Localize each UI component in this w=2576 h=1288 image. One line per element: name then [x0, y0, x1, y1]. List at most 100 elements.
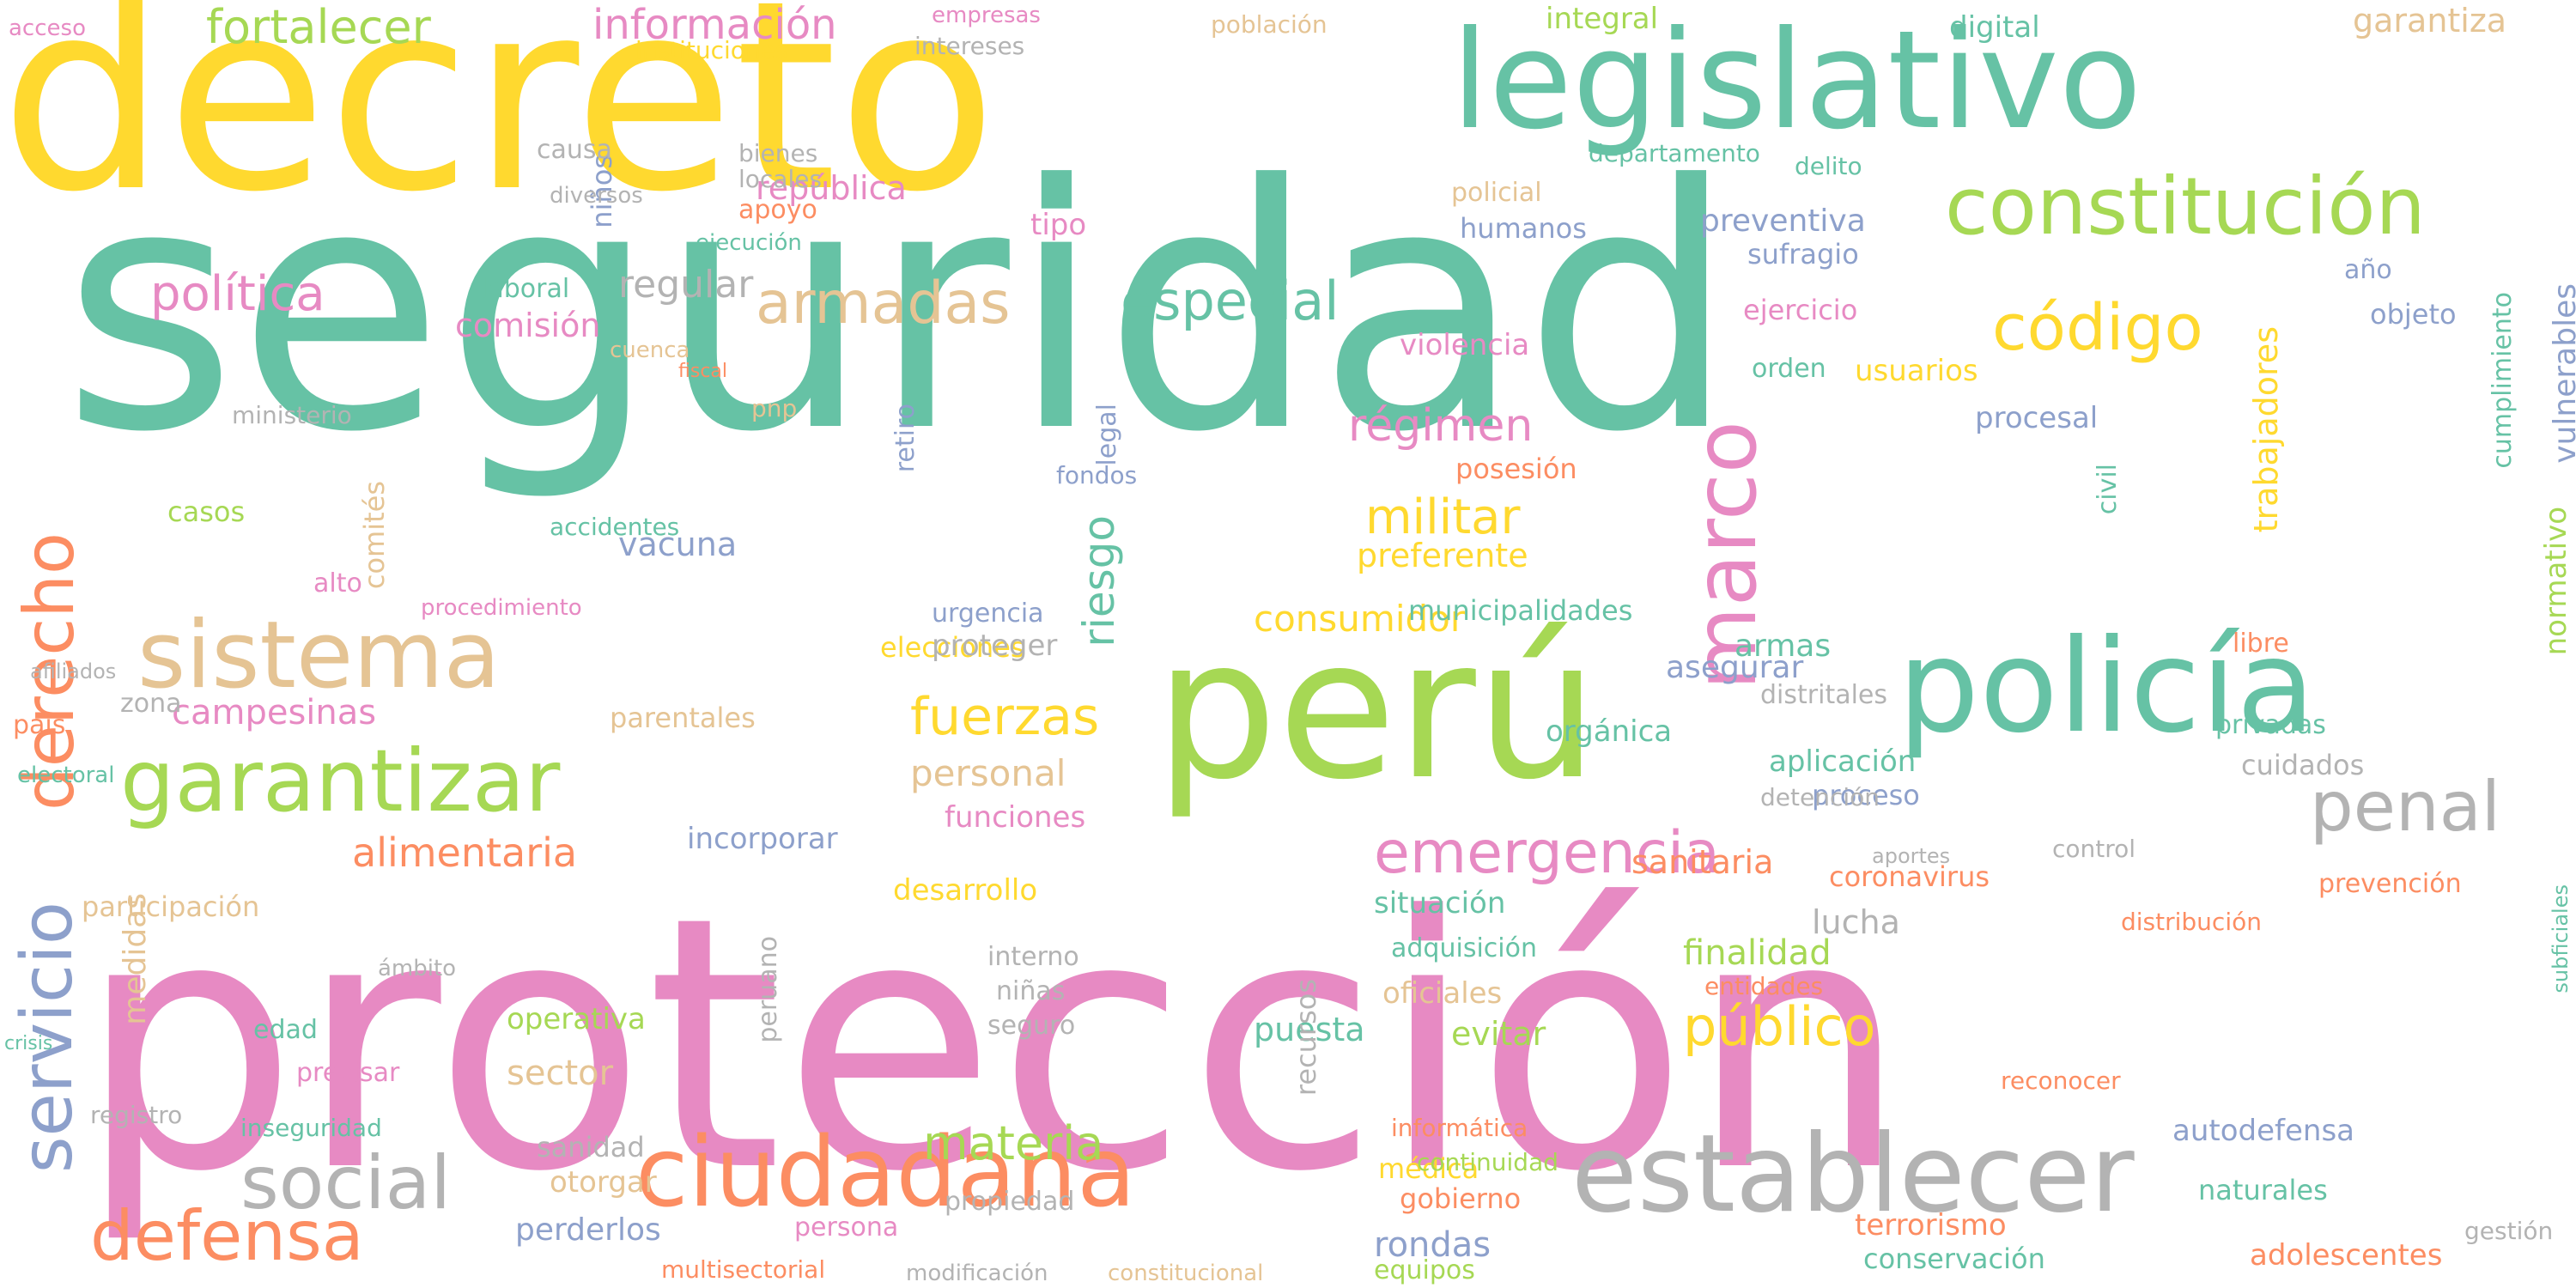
word: establecer	[1571, 1112, 2135, 1236]
word: oficiales	[1382, 976, 1503, 1011]
word: orgánica	[1546, 714, 1673, 749]
word: otorgar	[550, 1165, 657, 1200]
word: consumidor	[1254, 598, 1466, 640]
word: posesión	[1455, 453, 1577, 485]
word: libre	[2233, 629, 2289, 659]
word: vulnerables	[2548, 283, 2576, 464]
word: garantiza	[2353, 2, 2507, 39]
word: policial	[1451, 178, 1542, 208]
word: privadas	[2215, 710, 2326, 740]
word: usuarios	[1855, 354, 1978, 388]
word: preferente	[1357, 537, 1528, 574]
word: afiliados	[30, 659, 117, 683]
word: militar	[1365, 489, 1521, 545]
word: registro	[90, 1101, 183, 1129]
word: ámbito	[378, 956, 457, 981]
word: objeto	[2370, 298, 2457, 331]
word: elecciones	[880, 631, 1025, 664]
word: legislativo	[1451, 2, 2142, 160]
word: gobierno	[1400, 1182, 1522, 1215]
word: sistema	[137, 602, 501, 709]
word: operativa	[507, 1002, 646, 1036]
word: lucha	[1812, 903, 1900, 941]
word: edad	[253, 1015, 318, 1045]
word: sanidad	[537, 1131, 645, 1163]
word: año	[2344, 255, 2392, 285]
word: penal	[2310, 767, 2500, 847]
word: persona	[794, 1212, 899, 1242]
word: materia	[923, 1116, 1104, 1170]
word: bienes	[738, 139, 818, 167]
word: digital	[1949, 10, 2040, 45]
word: perú	[1155, 598, 1599, 823]
word: naturales	[2198, 1174, 2328, 1206]
word: sector	[507, 1054, 614, 1093]
word: emergencia	[1374, 819, 1720, 887]
word: humanos	[1460, 212, 1587, 245]
word: desarrollo	[893, 873, 1038, 908]
word: finalidad	[1683, 933, 1832, 973]
word: aplicación	[1769, 744, 1917, 779]
word: gestión	[2464, 1217, 2554, 1245]
word: peruano	[753, 936, 783, 1043]
word: incorporar	[687, 822, 838, 856]
word: personal	[910, 752, 1066, 794]
word: social	[240, 1140, 452, 1226]
word: comités	[358, 481, 391, 590]
word: comisión	[455, 307, 601, 344]
word: multisectorial	[661, 1255, 826, 1284]
word: procedimiento	[421, 595, 582, 621]
word: locales	[738, 165, 823, 193]
word: riesgo	[1074, 515, 1124, 647]
word: ministerio	[232, 401, 352, 429]
word: normativo	[2539, 507, 2573, 656]
word: aportes	[1872, 844, 1951, 868]
word: niñas	[996, 976, 1066, 1006]
word: sanitaria	[1631, 843, 1774, 881]
word: evitar	[1451, 1015, 1546, 1053]
word: fuerzas	[910, 687, 1100, 747]
word: intereses	[914, 32, 1025, 60]
word: distribución	[2121, 908, 2262, 936]
word: constitución	[1945, 161, 2426, 252]
word: fiscal	[678, 361, 728, 382]
word: laboral	[481, 274, 570, 304]
word: diversos	[550, 183, 643, 209]
word: accidentes	[550, 513, 680, 541]
word: interno	[987, 942, 1079, 972]
word: tipo	[1030, 208, 1087, 242]
word: policía	[1898, 612, 2316, 762]
word: recursos	[1290, 979, 1322, 1097]
word: municipalidades	[1408, 594, 1633, 627]
word: política	[150, 266, 325, 322]
word: protección	[77, 842, 1909, 1248]
word: seguridad	[62, 114, 1737, 506]
word: república	[756, 169, 907, 207]
word: decreto	[0, 0, 998, 249]
word: defensa	[90, 1196, 364, 1276]
word: procesal	[1975, 401, 2099, 435]
word: preventiva	[1700, 204, 1866, 239]
word: propiedad	[945, 1187, 1075, 1217]
word: empresas	[932, 3, 1041, 28]
word: rondas	[1374, 1225, 1492, 1265]
word: médica	[1378, 1152, 1479, 1185]
word: cuidados	[2241, 749, 2365, 781]
word: cuenca	[610, 337, 690, 363]
word: reconocer	[2001, 1066, 2121, 1095]
word: seguro	[987, 1011, 1076, 1041]
word: orden	[1752, 354, 1826, 384]
word: causa	[537, 135, 612, 165]
word: trabajadores	[2247, 326, 2285, 533]
word: fortalecer	[206, 0, 431, 54]
word: alto	[313, 568, 362, 598]
word: perderlos	[515, 1212, 661, 1248]
word: adquisición	[1391, 933, 1537, 963]
word: autodefensa	[2172, 1114, 2355, 1148]
word: equipos	[1374, 1255, 1475, 1285]
word: legal	[1092, 404, 1122, 466]
word: regular	[618, 263, 754, 307]
word: delito	[1795, 152, 1862, 180]
word: armadas	[756, 270, 1011, 337]
